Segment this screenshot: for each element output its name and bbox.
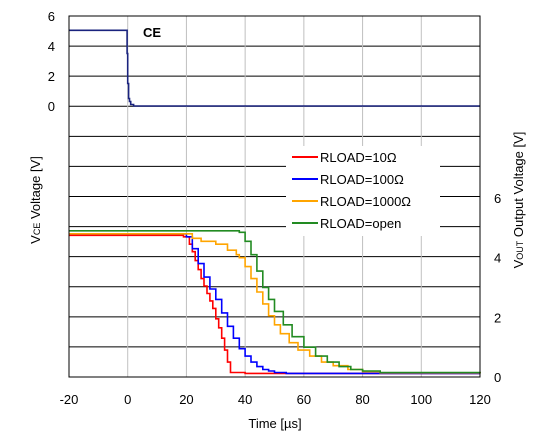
right-y-axis-title: VOUT Output Voltage [V] <box>511 132 526 269</box>
right-y-tick-label: 0 <box>494 370 501 385</box>
series-line-vout-2 <box>69 233 480 375</box>
x-tick-label: 120 <box>469 392 491 407</box>
x-tick-label: -20 <box>60 392 79 407</box>
series-layer <box>69 29 481 375</box>
right-y-tick-label: 6 <box>494 191 501 206</box>
left-y-axis-title: VCE Voltage [V] <box>28 156 43 244</box>
x-tick-label: 60 <box>297 392 311 407</box>
legend-box <box>286 146 440 236</box>
legend-label: RLOAD=100Ω <box>320 172 404 187</box>
x-axis-title: Time [µs] <box>248 416 301 431</box>
legend: RLOAD=10Ω RLOAD=100Ω RLOAD=1000Ω RLOAD=open <box>286 146 440 236</box>
right-y-tick-label: 2 <box>494 310 501 325</box>
x-tick-label: 100 <box>410 392 432 407</box>
x-tick-label: 40 <box>238 392 252 407</box>
plot-area-border <box>68 15 481 378</box>
x-tick-label: 20 <box>179 392 193 407</box>
left-y-tick-label: 6 <box>48 9 55 24</box>
legend-label: RLOAD=10Ω <box>320 150 397 165</box>
left-y-tick-label: 4 <box>48 39 55 54</box>
series-line-vce <box>69 29 480 107</box>
legend-label: RLOAD=1000Ω <box>320 194 411 209</box>
series-line-vout-3 <box>69 233 481 374</box>
x-tick-label: 0 <box>124 392 131 407</box>
x-tick-label: 80 <box>355 392 369 407</box>
right-y-tick-label: 4 <box>494 251 501 266</box>
left-y-tick-label: 2 <box>48 69 55 84</box>
left-y-tick-label: 0 <box>48 99 55 114</box>
series-line-vout-4 <box>69 230 481 374</box>
legend-label: RLOAD=open <box>320 216 401 231</box>
ce-annotation: CE <box>143 25 161 40</box>
